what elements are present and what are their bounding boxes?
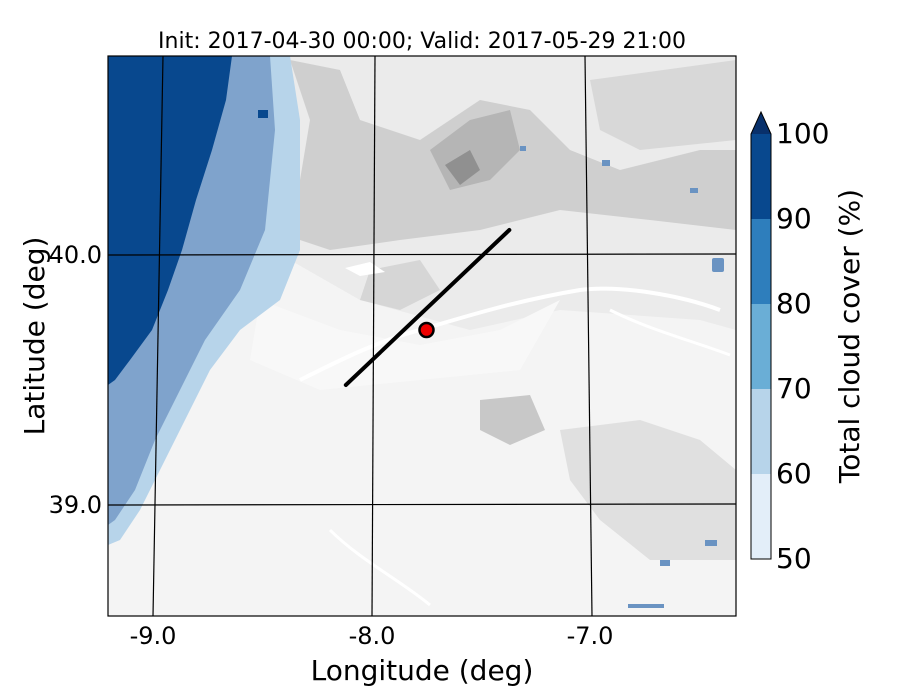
colorbar-tick-label: 100	[776, 117, 829, 150]
upland-east	[590, 60, 736, 150]
river-tributary	[609, 308, 731, 357]
colorbar-bin-60-70	[751, 389, 771, 474]
site-marker	[418, 321, 435, 339]
meridian-9	[152, 56, 164, 616]
y-axis-label: Latitude (deg)	[18, 237, 51, 436]
colorbar: 50 60 70 80 90 100 Total cloud cover (%)	[750, 110, 866, 575]
colorbar-bin-80-90	[751, 219, 771, 304]
colorbar-tick-label: 90	[776, 202, 812, 235]
river-south	[328, 528, 431, 607]
meridian-7	[584, 56, 593, 616]
x-tick-label: -7.0	[567, 622, 614, 650]
y-tick-label: 39.0	[49, 491, 102, 519]
colorbar-extend-arrow	[751, 112, 771, 134]
parallel-39	[108, 503, 736, 506]
colorbar-bin-50-60	[751, 474, 771, 559]
map-area	[108, 56, 736, 616]
colorbar-tick-label: 60	[776, 457, 812, 490]
y-tick-label: 40.0	[49, 241, 102, 269]
colorbar-bin-90-100	[751, 134, 771, 219]
graticule	[108, 56, 736, 616]
hills-southeast	[560, 420, 736, 560]
map-frame	[107, 55, 737, 617]
cloud-cover-patches	[258, 110, 724, 608]
x-tick-label: -9.0	[130, 622, 177, 650]
figure-title: Init: 2017-04-30 00:00; Valid: 2017-05-2…	[158, 29, 686, 54]
colorbar-tick-label: 50	[776, 542, 812, 575]
x-axis-label: Longitude (deg)	[311, 654, 534, 687]
river-tagus	[299, 286, 721, 382]
reservoir	[345, 262, 385, 276]
colorbar-tick-label: 80	[776, 287, 812, 320]
colorbar-tick-label: 70	[776, 372, 812, 405]
transect-line	[343, 228, 512, 387]
meridian-8	[371, 56, 376, 616]
cloud-cover-90-band	[108, 56, 232, 385]
x-tick-label: -8.0	[349, 622, 396, 650]
parallel-40	[108, 253, 736, 256]
hills-south	[480, 395, 545, 445]
colorbar-label: Total cloud cover (%)	[833, 189, 866, 484]
colorbar-bin-70-80	[751, 304, 771, 389]
colorbar-outline	[750, 110, 772, 560]
mountain-highest	[445, 150, 480, 185]
